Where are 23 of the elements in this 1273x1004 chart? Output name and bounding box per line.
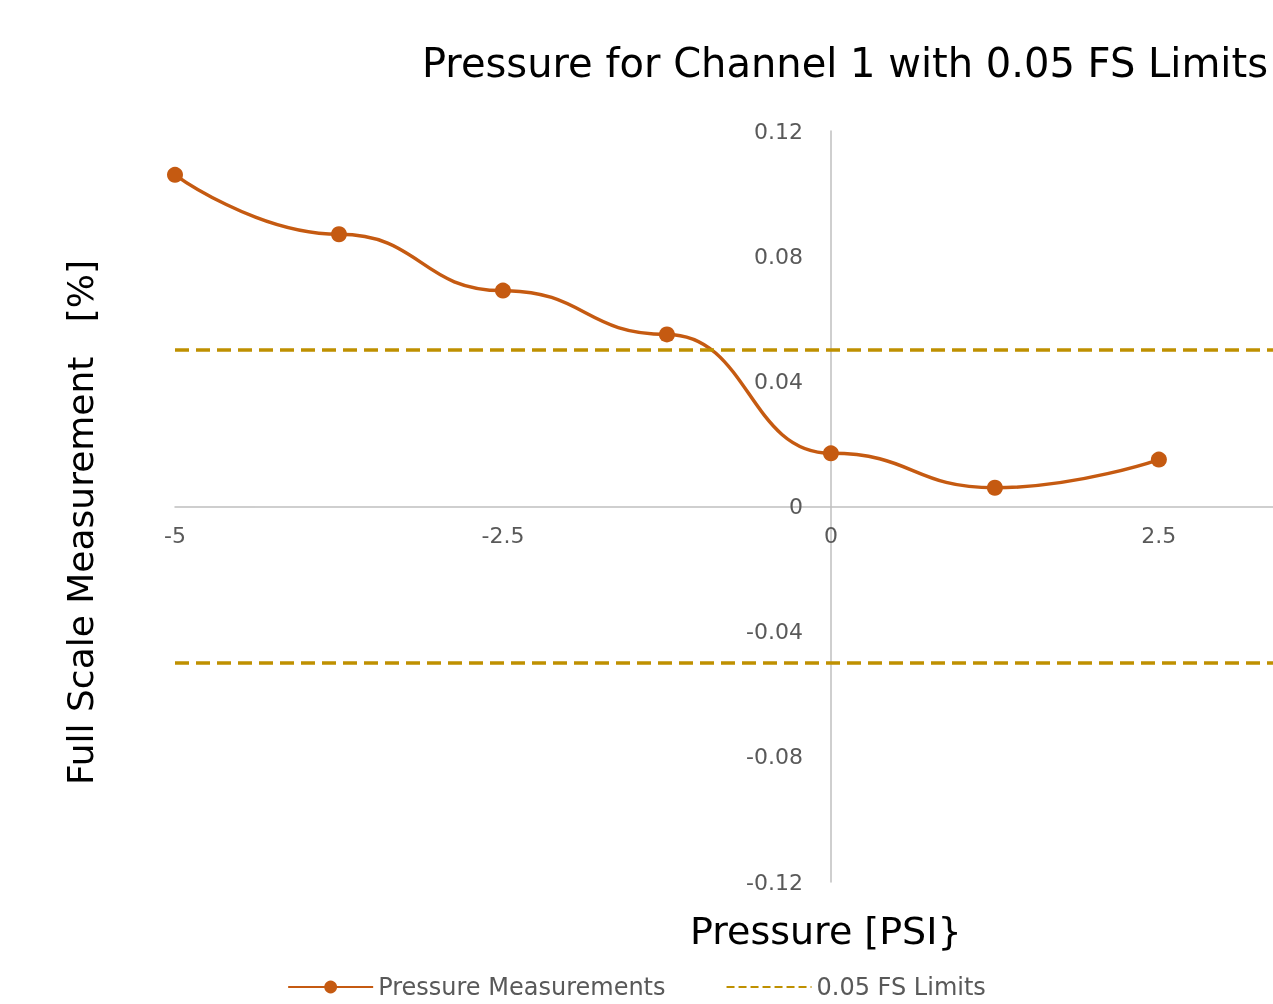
- y-tick-label: -0.12: [745, 869, 803, 895]
- point: [167, 166, 183, 183]
- point: [1150, 451, 1167, 468]
- point: [658, 326, 675, 343]
- legend-label: 0.05 FS Limits: [816, 973, 986, 1001]
- y-tick-label: 0: [788, 494, 803, 519]
- point: [330, 226, 347, 243]
- y-tick-label: 0.12: [753, 118, 803, 144]
- x-axis-title: Pressure [PSI}: [690, 909, 962, 953]
- y-tick-label: 0.08: [753, 243, 803, 269]
- x-tick-label: 2.5: [1141, 523, 1177, 548]
- y-tick-label: -0.08: [745, 744, 803, 770]
- x-tick-label: 0: [823, 523, 838, 548]
- point: [986, 479, 1003, 496]
- y-tick-label: 0.04: [753, 368, 803, 394]
- x-tick-label: -2.5: [481, 523, 525, 548]
- y-axis-title: Full Scale Measurement [%]: [59, 259, 101, 785]
- x-tick-label: -5: [164, 523, 186, 548]
- y-tick-label: -0.04: [745, 619, 803, 645]
- point: [822, 445, 839, 462]
- legend-label: Pressure Measurements: [378, 973, 666, 1001]
- point: [494, 282, 511, 299]
- chart-title: Pressure for Channel 1 with 0.05 FS Limits: [421, 40, 1268, 86]
